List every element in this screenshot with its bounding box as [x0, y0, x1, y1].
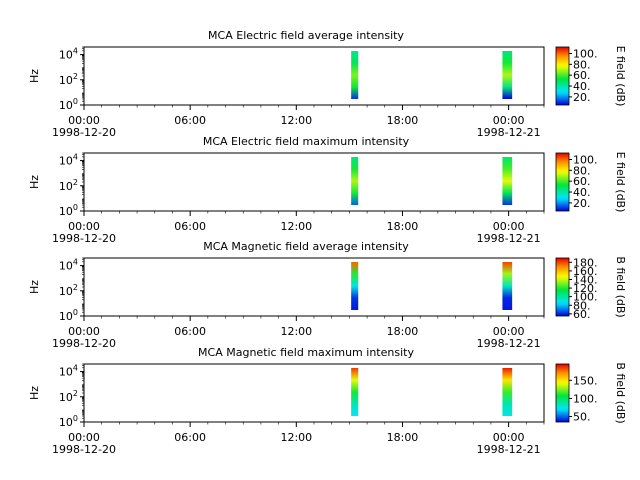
y-tick-label: 100	[59, 308, 78, 323]
plot-area	[83, 46, 545, 106]
colorbar-tick-label: 80.	[573, 164, 591, 177]
x-tick-label: 06:00	[174, 114, 206, 127]
colorbar-tick-label: 180.	[573, 256, 598, 269]
x-tick-date-label: 1998-12-21	[477, 232, 541, 245]
y-tick-label: 104	[59, 153, 78, 168]
colorbar-tick-label: 100.	[573, 392, 598, 405]
panel-2: MCA Electric field maximum intensity 100 1…	[28, 135, 627, 245]
colorbar-tick-label: 20.	[573, 197, 591, 210]
panel-3: MCA Magnetic field average intensity 100 1…	[28, 240, 627, 350]
data-block	[502, 262, 513, 310]
x-tick-label: 06:00	[174, 325, 206, 338]
colorbar-tick-label: 20.	[573, 91, 591, 104]
x-tick-label: 06:00	[174, 220, 206, 233]
colorbar-label: B field (dB)	[614, 362, 627, 423]
y-tick-label: 100	[59, 414, 78, 429]
x-tick-label: 12:00	[280, 325, 312, 338]
data-block	[502, 157, 513, 205]
data-block	[351, 262, 359, 310]
x-tick-date-label: 1998-12-21	[477, 337, 541, 350]
colorbar-tick-label: 100.	[573, 154, 598, 167]
y-tick-label: 104	[59, 364, 78, 379]
panel-title: MCA Magnetic field maximum intensity	[198, 346, 414, 359]
colorbar-tick-label: 60.	[573, 69, 591, 82]
colorbar-tick-label: 100.	[573, 48, 598, 61]
x-tick-label: 00:00	[493, 220, 525, 233]
y-axis-label: Hz	[28, 175, 41, 189]
colorbar-tick-label: 80.	[573, 299, 591, 312]
x-tick-label: 18:00	[387, 114, 419, 127]
y-tick-label: 102	[59, 283, 78, 298]
colorbar: 20.40.60.80.100. E field (dB)	[555, 46, 627, 107]
y-tick-label: 102	[59, 72, 78, 87]
colorbar-gradient	[555, 257, 570, 317]
x-tick-label: 00:00	[68, 220, 100, 233]
colorbar-tick-label: 120.	[573, 282, 598, 295]
x-tick-label: 12:00	[280, 114, 312, 127]
plot-area	[83, 363, 545, 423]
panel-1: MCA Electric field average intensity 100 1…	[28, 29, 627, 139]
x-tick-label: 18:00	[387, 431, 419, 444]
colorbar-tick-label: 80.	[573, 58, 591, 71]
colorbar-label: E field (dB)	[614, 46, 627, 107]
colorbar-label: E field (dB)	[614, 152, 627, 213]
data-block	[502, 51, 513, 99]
data-block	[351, 368, 359, 416]
x-tick-date-label: 1998-12-20	[52, 337, 116, 350]
x-tick-label: 18:00	[387, 325, 419, 338]
y-tick-label: 102	[59, 178, 78, 193]
colorbar: 50. 100. 150. B field (dB)	[555, 362, 627, 424]
x-tick-date-label: 1998-12-21	[477, 443, 541, 456]
x-tick-date-label: 1998-12-20	[52, 443, 116, 456]
x-tick-label: 00:00	[493, 431, 525, 444]
x-tick-label: 00:00	[493, 325, 525, 338]
data-block	[351, 51, 359, 99]
colorbar-gradient	[555, 46, 570, 106]
x-tick-label: 00:00	[68, 325, 100, 338]
colorbar-tick-label: 100.	[573, 291, 598, 304]
plot-area	[83, 152, 545, 212]
data-block	[502, 368, 513, 416]
plot-area	[83, 257, 545, 317]
colorbar-tick-label: 40.	[573, 186, 591, 199]
y-tick-label: 100	[59, 203, 78, 218]
x-tick-label: 00:00	[493, 114, 525, 127]
x-tick-label: 00:00	[68, 431, 100, 444]
colorbar-tick-label: 150.	[573, 374, 598, 387]
colorbar-tick-label: 60.	[573, 308, 591, 321]
y-tick-label: 102	[59, 389, 78, 404]
panel-title: MCA Electric field average intensity	[208, 29, 404, 42]
y-axis-label: Hz	[28, 69, 41, 83]
x-tick-date-label: 1998-12-20	[52, 126, 116, 139]
colorbar-tick-label: 40.	[573, 80, 591, 93]
colorbar: 60.80.100.120.140.160.180. B field (dB)	[555, 256, 627, 321]
y-tick-label: 104	[59, 47, 78, 62]
x-tick-date-label: 1998-12-21	[477, 126, 541, 139]
x-tick-date-label: 1998-12-20	[52, 232, 116, 245]
panel-4: MCA Magnetic field maximum intensity 100 1…	[28, 346, 627, 456]
x-tick-label: 18:00	[387, 220, 419, 233]
colorbar-tick-label: 140.	[573, 273, 598, 286]
colorbar-gradient	[555, 152, 570, 212]
x-tick-label: 06:00	[174, 431, 206, 444]
data-block	[351, 157, 359, 205]
panel-title: MCA Electric field maximum intensity	[203, 135, 410, 148]
x-tick-label: 12:00	[280, 220, 312, 233]
y-axis-label: Hz	[28, 386, 41, 400]
x-tick-label: 12:00	[280, 431, 312, 444]
panel-title: MCA Magnetic field average intensity	[203, 240, 409, 253]
colorbar-label: B field (dB)	[614, 256, 627, 317]
colorbar-tick-label: 60.	[573, 175, 591, 188]
colorbar-tick-label: 160.	[573, 265, 598, 278]
y-tick-label: 100	[59, 97, 78, 112]
y-axis-label: Hz	[28, 280, 41, 294]
colorbar-tick-label: 50.	[573, 411, 591, 424]
colorbar-gradient	[555, 363, 570, 423]
y-tick-label: 104	[59, 258, 78, 273]
colorbar: 20.40.60.80.100. E field (dB)	[555, 152, 627, 213]
x-tick-label: 00:00	[68, 114, 100, 127]
